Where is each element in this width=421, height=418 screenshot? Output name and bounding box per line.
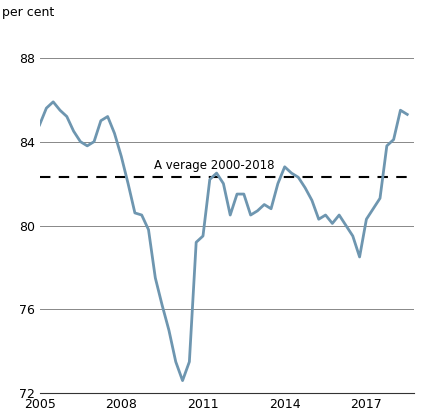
- Text: per cent: per cent: [2, 6, 54, 19]
- Text: A verage 2000-2018: A verage 2000-2018: [154, 159, 274, 172]
